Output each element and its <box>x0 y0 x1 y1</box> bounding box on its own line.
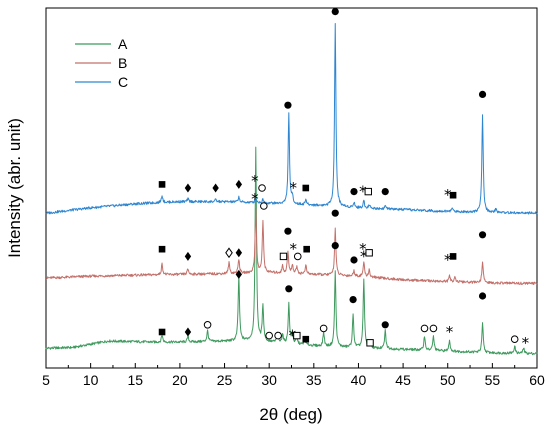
trace-C <box>45 23 538 215</box>
x-axis-ticks: 5 10 15 20 25 30 35 40 45 50 55 60 <box>42 363 545 388</box>
phase-marker-circle-filled <box>284 227 292 235</box>
phase-marker-star: * <box>444 251 452 269</box>
phase-marker-square-open <box>364 187 372 196</box>
phase-marker-square-filled <box>302 184 310 192</box>
phase-marker-circle-open <box>293 252 302 261</box>
phase-marker-square-filled <box>158 245 166 253</box>
legend-label-B: B <box>118 55 127 71</box>
x-tick-label: 15 <box>127 372 143 388</box>
phase-marker-diamond <box>212 183 219 193</box>
trace-B <box>45 208 538 285</box>
phase-marker-circle-filled <box>478 90 487 98</box>
phase-marker-circle-filled <box>331 242 339 250</box>
x-tick-label: 25 <box>217 372 233 388</box>
phase-marker-circle-open <box>258 184 266 192</box>
phase-marker-star: * <box>290 179 298 197</box>
legend-label-A: A <box>118 36 128 52</box>
phase-marker-square-filled <box>302 335 310 343</box>
phase-marker-circle-filled <box>478 231 487 239</box>
phase-marker-circle-open <box>319 324 328 333</box>
x-tick-label: 30 <box>261 372 277 388</box>
x-tick-label: 35 <box>306 372 322 388</box>
phase-marker-circle-filled <box>381 188 389 196</box>
phase-marker-circle-open <box>260 202 268 210</box>
phase-marker-star: * <box>446 323 454 341</box>
phase-marker-square-filled <box>158 328 166 336</box>
phase-marker-star: * <box>444 186 452 204</box>
phase-marker-star: * <box>251 172 259 190</box>
phase-marker-circle-open <box>420 324 429 333</box>
legend-label-C: C <box>118 74 128 90</box>
x-tick-label: 10 <box>83 372 99 388</box>
traces-layer <box>45 23 538 356</box>
phase-marker-circle-filled <box>331 209 339 217</box>
phase-marker-circle-open <box>429 324 438 333</box>
phase-marker-circle-open <box>265 331 273 340</box>
phase-marker-circle-filled <box>331 8 339 16</box>
phase-marker-square-open <box>366 339 374 347</box>
phase-marker-circle-filled <box>350 256 358 264</box>
legend: ABC <box>75 36 128 90</box>
phase-marker-star: * <box>360 247 368 265</box>
phase-marker-circle-filled <box>350 188 358 196</box>
phase-marker-square-open <box>279 252 288 261</box>
phase-marker-diamond <box>184 327 192 337</box>
phase-marker-circle-filled <box>349 296 357 304</box>
x-tick-label: 20 <box>172 372 188 388</box>
phase-marker-circle-open <box>203 321 212 329</box>
phase-marker-diamond <box>184 183 192 193</box>
phase-marker-star: * <box>522 334 530 352</box>
phase-marker-star: * <box>359 183 367 201</box>
phase-marker-circle-open <box>274 331 282 340</box>
x-tick-label: 55 <box>485 372 501 388</box>
x-tick-label: 45 <box>395 372 411 388</box>
phase-marker-diamond-open <box>225 247 233 259</box>
phase-marker-diamond <box>235 179 243 189</box>
phase-marker-diamond <box>235 269 243 279</box>
phase-marker-square-filled <box>449 191 457 199</box>
phase-marker-star: * <box>289 327 297 345</box>
phase-marker-square-filled <box>449 253 457 260</box>
phase-marker-star: * <box>290 240 298 258</box>
phase-marker-square-filled <box>158 181 166 188</box>
phase-marker-star: * <box>359 240 367 258</box>
x-tick-label: 50 <box>440 372 456 388</box>
y-axis-title: Intensity (abr. unit) <box>5 118 24 258</box>
x-tick-label: 60 <box>529 372 545 388</box>
phase-marker-diamond <box>184 251 192 261</box>
x-axis-title: 2θ (deg) <box>259 405 322 424</box>
phase-marker-star: * <box>251 190 259 208</box>
trace-A <box>45 146 538 356</box>
phase-marker-diamond <box>235 248 243 258</box>
phase-marker-circle-filled <box>284 101 292 109</box>
phase-marker-square-open <box>293 331 301 340</box>
phase-marker-circle-filled <box>285 285 293 293</box>
phase-marker-circle-filled <box>478 292 487 300</box>
x-tick-label: 40 <box>351 372 367 388</box>
x-tick-label: 5 <box>42 372 50 388</box>
phase-marker-circle-open <box>510 335 519 344</box>
phase-marker-square-open <box>365 249 373 257</box>
phase-marker-circle-filled <box>381 321 389 329</box>
phase-marker-square-filled <box>303 245 310 253</box>
markers-layer: ****** *** * * * <box>158 8 530 352</box>
